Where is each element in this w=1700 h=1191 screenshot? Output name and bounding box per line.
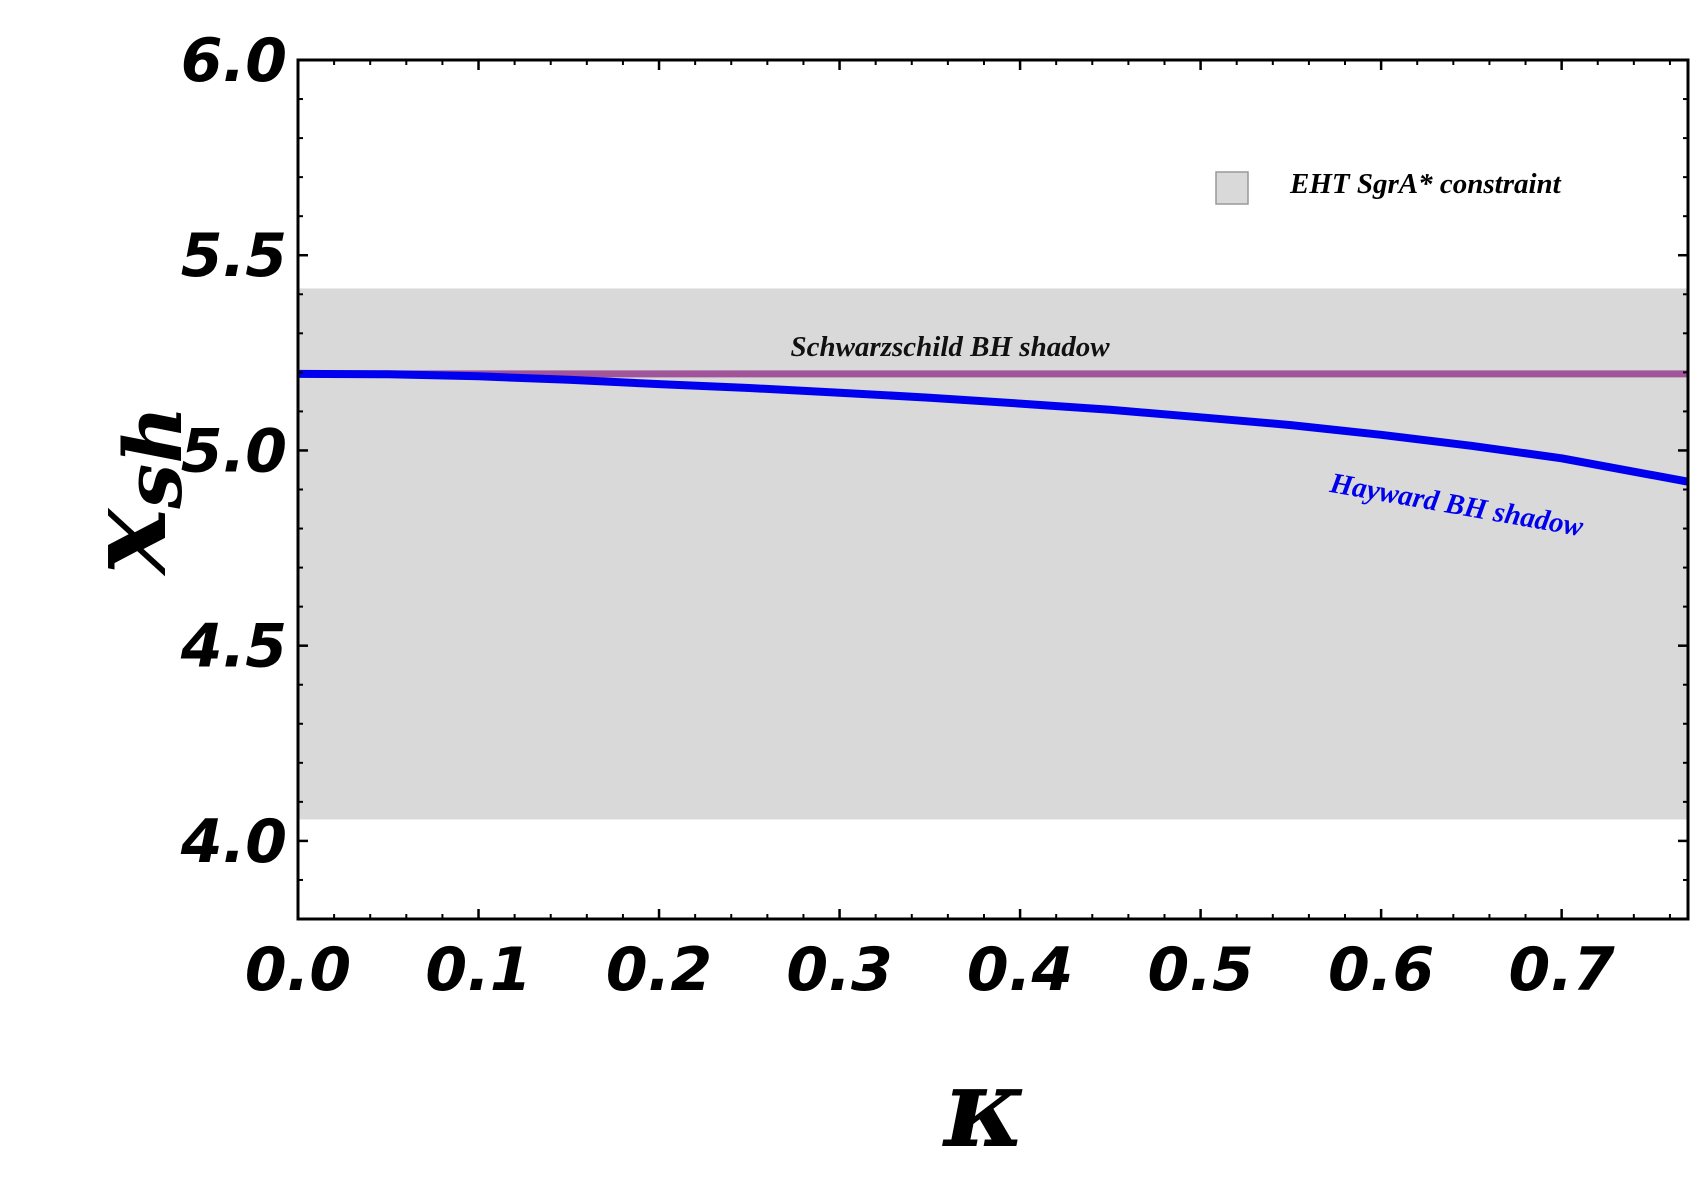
svg-text:xsh: xsh — [62, 406, 200, 577]
x-tick-label: 0.7 — [1508, 935, 1615, 1005]
constraint-band — [298, 288, 1688, 820]
x-tick-label: 0.0 — [245, 935, 351, 1005]
x-tick-label: 0.3 — [786, 935, 892, 1005]
y-axis-title-main: x — [62, 507, 191, 576]
y-axis-title-subscript: sh — [106, 406, 200, 510]
x-tick-label: 0.2 — [606, 935, 712, 1005]
x-tick-label: 0.4 — [967, 935, 1073, 1005]
x-axis-title: κ — [942, 1043, 1026, 1172]
legend: EHT SgrA* constraint — [1215, 168, 1562, 205]
x-tick-label: 0.5 — [1147, 935, 1253, 1005]
y-axis-title: xsh — [62, 406, 200, 577]
y-tick-label: 5.5 — [181, 221, 287, 291]
x-tick-label: 0.1 — [425, 935, 531, 1005]
legend-swatch — [1215, 171, 1249, 205]
y-tick-label: 4.0 — [180, 807, 287, 877]
tick-label-layer: 0.0 0.1 0.2 0.3 0.4 0.5 0.6 0.7 4.0 4.5 5.0 5.5 6.0 — [180, 26, 1615, 1005]
y-tick-label: 6.0 — [181, 26, 287, 96]
tick-layer — [296, 58, 1688, 920]
y-tick-label: 5.0 — [181, 416, 287, 486]
schwarzschild-annotation: Schwarzschild BH shadow — [790, 331, 1110, 363]
legend-label: EHT SgrA* constraint — [1289, 168, 1562, 200]
y-tick-label: 4.5 — [180, 612, 287, 682]
hayward-curve — [297, 369, 1689, 486]
x-tick-label: 0.6 — [1328, 935, 1434, 1005]
constraint-band-layer — [298, 288, 1688, 820]
series-layer — [297, 369, 1689, 486]
